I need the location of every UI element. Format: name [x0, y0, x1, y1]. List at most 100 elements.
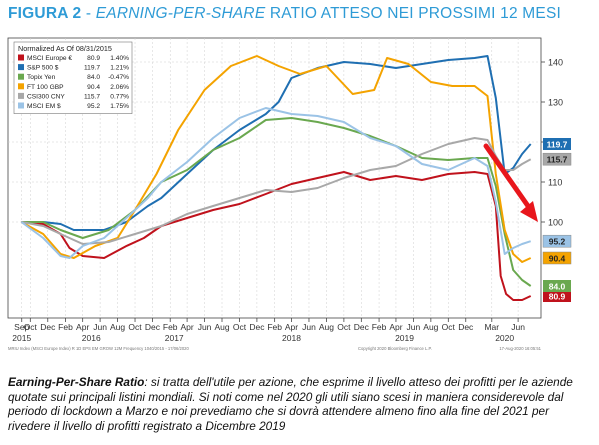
- chart-container: 100110120130140SepOctDecFebAprJunAugOctD…: [0, 26, 599, 370]
- legend-swatch: [18, 92, 24, 99]
- x-tick-label: Feb: [267, 322, 282, 332]
- x-year-label: 2020: [495, 333, 514, 343]
- legend-entry: MSCI EM $ 95.2 1.75%: [18, 102, 129, 110]
- end-value-badge: 90.4: [542, 251, 572, 265]
- chart-legend: Normalized As Of 08/31/2015 MSCI Europe €…: [13, 41, 133, 114]
- x-tick-label: Feb: [58, 322, 73, 332]
- caption-text: : si tratta dell'utile per azione, che e…: [8, 375, 573, 433]
- y-tick-label: 110: [548, 178, 562, 188]
- x-tick-label: Apr: [180, 322, 193, 332]
- chart-footer-timestamp: 17-Aug-2020 16:05:51: [499, 346, 541, 351]
- y-tick-label: 100: [548, 218, 563, 228]
- x-tick-label: Jun: [302, 322, 316, 332]
- legend-series-pct: 1.21%: [110, 65, 129, 72]
- legend-entry: CSI300 CNY 115.7 0.77%: [18, 92, 129, 100]
- x-tick-label: Dec: [145, 322, 161, 332]
- series-line: [21, 171, 532, 301]
- end-value-box: [542, 234, 572, 248]
- series-line: [21, 117, 532, 287]
- x-tick-label: Oct: [442, 322, 456, 332]
- legend-entry: Topix Yen 84.0 -0.47%: [18, 73, 129, 81]
- end-value-badge: 84.0: [543, 280, 571, 292]
- x-tick-label: Apr: [389, 322, 402, 332]
- series-line: [21, 137, 532, 245]
- legend-series-pct: 0.77%: [110, 93, 129, 100]
- legend-title: Normalized As Of 08/31/2015: [18, 44, 112, 53]
- end-value-label: 95.2: [549, 237, 566, 247]
- title-separator: -: [81, 5, 96, 22]
- legend-series-name: MSCI EM $: [27, 103, 61, 110]
- legend-series-value: 119.7: [84, 65, 100, 72]
- end-value-label: 119.7: [547, 140, 568, 150]
- x-tick-label: Dec: [458, 322, 474, 332]
- end-value-label: 90.4: [549, 254, 566, 264]
- x-tick-label: Jun: [93, 322, 107, 332]
- title-rest: RATIO ATTESO NEI PROSSIMI 12 MESI: [265, 5, 561, 22]
- series-line: [20, 107, 532, 259]
- chart-footer-copyright: Copyright 2020 Bloomberg Finance L.P.: [358, 346, 432, 351]
- x-tick-label: Apr: [76, 322, 89, 332]
- end-value-badge: 95.2: [542, 234, 572, 248]
- x-tick-label: Jun: [198, 322, 212, 332]
- legend-series-pct: -0.47%: [108, 74, 129, 81]
- x-year-label: 2017: [165, 333, 184, 343]
- arrow-shaft: [483, 143, 531, 209]
- x-year-label: 2018: [282, 333, 301, 343]
- chart-footer-source: MRIU Index (MSCI Europe Index) R 1D EPS …: [8, 346, 190, 351]
- legend-series-name: FT 100 GBP: [27, 84, 64, 91]
- legend-series-pct: 1.40%: [110, 55, 129, 62]
- end-value-label: 80.9: [549, 292, 566, 302]
- legend-entry: FT 100 GBP 90.4 2.06%: [18, 83, 129, 91]
- figure-number: FIGURA 2: [8, 5, 82, 22]
- x-tick-label: Apr: [285, 322, 298, 332]
- x-tick-label: Jun: [407, 322, 421, 332]
- end-value-box: [543, 280, 571, 292]
- end-value-badge: 115.7: [542, 152, 572, 166]
- figure-title: FIGURA 2 - EARNING-PER-SHARE RATIO ATTES…: [8, 5, 593, 27]
- x-tick-label: Oct: [24, 322, 38, 332]
- annotation-arrow: [483, 143, 538, 222]
- x-tick-label: Jun: [511, 322, 525, 332]
- x-tick-label: Dec: [354, 322, 370, 332]
- legend-entry: S&P 500 $ 119.7 1.21%: [18, 64, 129, 72]
- end-value-box: [542, 152, 572, 166]
- legend-series-value: 84.0: [87, 74, 100, 81]
- x-tick-label: Dec: [249, 322, 265, 332]
- x-year-label: 2019: [395, 333, 414, 343]
- x-tick-label: Mar: [484, 322, 499, 332]
- arrow-head: [520, 201, 538, 222]
- x-tick-label: Aug: [214, 322, 229, 332]
- end-value-label: 115.7: [547, 155, 568, 165]
- legend-swatch: [18, 83, 24, 90]
- x-tick-label: Sep: [14, 322, 29, 332]
- x-tick-label: Oct: [337, 322, 351, 332]
- x-tick-label: Oct: [233, 322, 247, 332]
- caption-term: Earning-Per-Share Ratio: [8, 375, 145, 389]
- legend-swatch: [18, 73, 24, 80]
- y-tick-label: 130: [548, 98, 563, 108]
- legend-series-name: MSCI Europe €: [27, 55, 72, 62]
- x-year-label: 2016: [82, 333, 101, 343]
- legend-series-value: 80.9: [87, 55, 100, 62]
- x-tick-label: Feb: [372, 322, 387, 332]
- end-value-badge: 80.9: [543, 290, 571, 302]
- y-tick-label: 140: [548, 58, 563, 68]
- title-italic: EARNING-PER-SHARE: [95, 5, 266, 22]
- end-value-label: 84.0: [549, 282, 566, 292]
- legend-series-name: Topix Yen: [27, 74, 56, 81]
- legend-series-pct: 1.75%: [110, 103, 129, 110]
- legend-series-name: S&P 500 $: [27, 65, 59, 72]
- x-tick-label: Oct: [128, 322, 142, 332]
- eps-line-chart: 100110120130140SepOctDecFebAprJunAugOctD…: [7, 37, 572, 351]
- end-value-badge: 119.7: [543, 138, 571, 150]
- end-value-box: [543, 290, 571, 302]
- x-tick-label: Dec: [40, 322, 56, 332]
- legend-series-value: 95.2: [87, 103, 100, 110]
- end-value-box: [543, 138, 571, 150]
- x-year-label: 2015: [12, 333, 31, 343]
- legend-series-name: CSI300 CNY: [27, 93, 65, 100]
- end-value-box: [542, 251, 572, 265]
- figure-caption: Earning-Per-Share Ratio: si tratta dell'…: [8, 375, 593, 433]
- legend-swatch: [18, 64, 24, 71]
- x-tick-label: Aug: [423, 322, 438, 332]
